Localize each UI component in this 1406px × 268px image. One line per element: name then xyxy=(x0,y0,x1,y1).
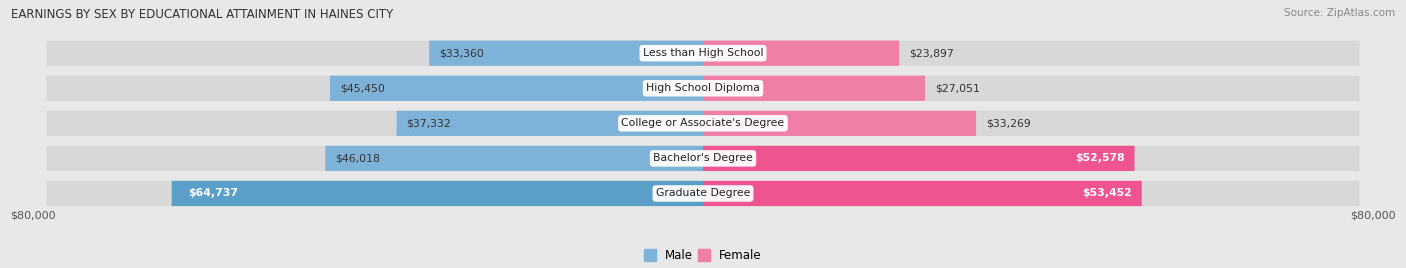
FancyBboxPatch shape xyxy=(46,76,703,101)
Text: Less than High School: Less than High School xyxy=(643,48,763,58)
FancyBboxPatch shape xyxy=(703,40,1360,66)
FancyBboxPatch shape xyxy=(703,111,1360,136)
FancyBboxPatch shape xyxy=(46,40,703,66)
Legend: Male, Female: Male, Female xyxy=(640,244,766,266)
FancyBboxPatch shape xyxy=(703,146,1360,171)
Text: $64,737: $64,737 xyxy=(188,188,238,199)
FancyBboxPatch shape xyxy=(325,146,703,171)
FancyBboxPatch shape xyxy=(396,111,703,136)
FancyBboxPatch shape xyxy=(46,181,703,206)
Text: $46,018: $46,018 xyxy=(335,153,380,163)
FancyBboxPatch shape xyxy=(703,181,1142,206)
FancyBboxPatch shape xyxy=(172,181,703,206)
Text: EARNINGS BY SEX BY EDUCATIONAL ATTAINMENT IN HAINES CITY: EARNINGS BY SEX BY EDUCATIONAL ATTAINMEN… xyxy=(11,8,394,21)
FancyBboxPatch shape xyxy=(703,76,925,101)
Text: $33,360: $33,360 xyxy=(439,48,484,58)
Text: Bachelor's Degree: Bachelor's Degree xyxy=(652,153,754,163)
Text: $80,000: $80,000 xyxy=(1350,210,1396,220)
Text: Graduate Degree: Graduate Degree xyxy=(655,188,751,199)
Text: $37,332: $37,332 xyxy=(406,118,451,128)
Text: Source: ZipAtlas.com: Source: ZipAtlas.com xyxy=(1284,8,1395,18)
Text: $33,269: $33,269 xyxy=(986,118,1031,128)
Text: $27,051: $27,051 xyxy=(935,83,980,93)
Text: College or Associate's Degree: College or Associate's Degree xyxy=(621,118,785,128)
FancyBboxPatch shape xyxy=(703,181,1360,206)
Text: $52,578: $52,578 xyxy=(1076,153,1125,163)
Text: High School Diploma: High School Diploma xyxy=(647,83,759,93)
Text: $80,000: $80,000 xyxy=(10,210,56,220)
FancyBboxPatch shape xyxy=(703,76,1360,101)
FancyBboxPatch shape xyxy=(703,40,898,66)
FancyBboxPatch shape xyxy=(429,40,703,66)
FancyBboxPatch shape xyxy=(703,146,1135,171)
Text: $45,450: $45,450 xyxy=(340,83,385,93)
FancyBboxPatch shape xyxy=(46,111,703,136)
FancyBboxPatch shape xyxy=(703,111,976,136)
Text: $23,897: $23,897 xyxy=(908,48,953,58)
FancyBboxPatch shape xyxy=(330,76,703,101)
FancyBboxPatch shape xyxy=(46,146,703,171)
Text: $53,452: $53,452 xyxy=(1083,188,1132,199)
